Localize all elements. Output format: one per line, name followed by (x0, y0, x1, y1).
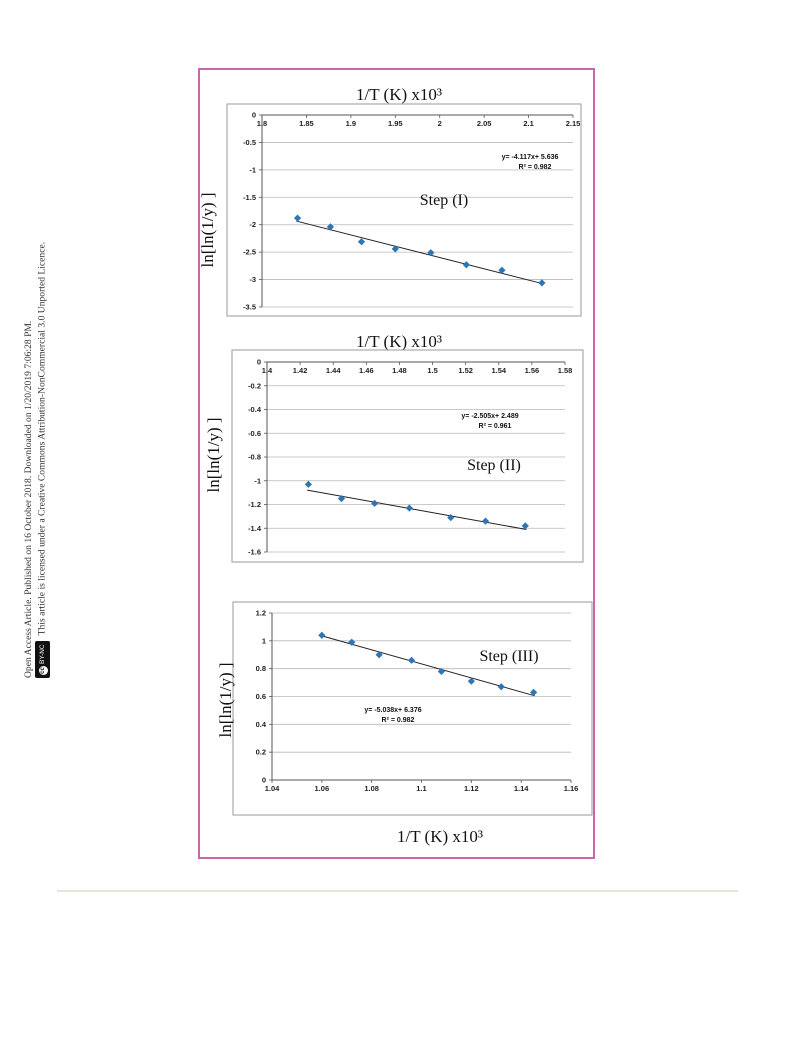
x-tick-label: 1.42 (293, 366, 308, 375)
chart-frame (231, 349, 584, 563)
data-point (447, 513, 455, 522)
x-tick-label: 1.4 (262, 366, 273, 375)
y-tick-label: -1.5 (243, 193, 256, 202)
y-tick-label: 0.2 (256, 748, 266, 757)
x-tick-label: 1.48 (392, 366, 407, 375)
x-tick-label: 1.58 (558, 366, 573, 375)
y-tick-label: 0.4 (256, 720, 267, 729)
chart-frame (226, 103, 582, 317)
x-tick-label: 2.1 (523, 119, 533, 128)
data-point (357, 238, 366, 246)
data-point (318, 631, 326, 639)
x-tick-label: 1.06 (315, 784, 330, 793)
x-tick-label: 1.46 (359, 366, 374, 375)
y-tick-label: 1.2 (256, 609, 266, 618)
x-tick-label: 1.95 (388, 119, 403, 128)
y-tick-label: -0.5 (243, 138, 256, 147)
y-tick-label: -0.8 (248, 453, 261, 462)
data-point (427, 249, 435, 257)
r-squared: R² = 0.982 (382, 717, 415, 724)
data-point (371, 499, 379, 507)
chart3-panel: 1.2 1 0.8 0.6 0.4 0.2 01.04 1.06 1.08 1.1 1.12 1.14… (232, 601, 593, 816)
chart2-panel: 0 -0.2 -0.4 -0.6 -0.8 -1 -1.2 -1.4 -1.6 1.4 1.42 1.… (231, 349, 584, 563)
y-tick-label: -1.6 (248, 548, 261, 557)
x-tick-label: 2 (438, 119, 442, 128)
data-point (375, 651, 383, 659)
trend-line (307, 489, 527, 530)
y-tick-label: -1.4 (248, 524, 262, 533)
x-tick-label: 1.44 (326, 366, 341, 375)
footer-divider (57, 890, 738, 892)
x-tick-label: 2.15 (566, 119, 581, 128)
y-tick-label: -3.5 (243, 303, 256, 312)
x-tick-label: 1.54 (491, 366, 506, 375)
y-tick-label: -2.5 (243, 248, 256, 257)
x-tick-label: 1.9 (346, 119, 356, 128)
chart3-xlabel: 1/T (K) x10³ (397, 827, 483, 846)
data-point (497, 683, 505, 691)
data-point (326, 223, 335, 231)
y-tick-label: 0 (262, 776, 266, 785)
y-tick-label: -0.6 (248, 429, 261, 438)
data-point (521, 522, 529, 530)
y-tick-label: -0.4 (248, 405, 262, 414)
r-squared: R² = 0.961 (479, 423, 512, 430)
trend-equation: y= -2.505x+ 2.489 (461, 413, 518, 420)
x-tick-label: 1.16 (564, 784, 579, 793)
step-label: Step (I) (420, 192, 468, 209)
y-tick-label: -1.2 (248, 500, 261, 509)
x-tick-label: 1.04 (265, 784, 280, 793)
data-point (391, 245, 399, 253)
data-point (348, 638, 356, 646)
x-tick-label: 1.8 (257, 119, 267, 128)
x-tick-label: 1.85 (299, 119, 314, 128)
chart1-ylabel: ln[ln(1/y) ] (198, 192, 217, 267)
x-tick-label: 1.56 (525, 366, 540, 375)
chart1-panel: 0 -0.5 -1 -1.5 -2 -2.5 -3 -3.5 1.8 1.85 1.9 1.95 2 2.… (226, 103, 582, 317)
data-point (405, 504, 413, 512)
chart1-xlabel: 1/T (K) x10³ (356, 85, 442, 104)
y-tick-label: 1 (262, 636, 266, 645)
y-tick-label: 0.8 (256, 664, 266, 673)
x-tick-label: 1.08 (364, 784, 379, 793)
data-point (538, 279, 546, 287)
step-label: Step (III) (479, 648, 538, 665)
chart2-xlabel: 1/T (K) x10³ (356, 332, 442, 351)
data-point (304, 480, 312, 488)
x-tick-label: 1.14 (514, 784, 529, 793)
y-tick-label: -1 (254, 476, 261, 485)
x-tick-label: 1.52 (458, 366, 473, 375)
y-tick-label: -0.2 (248, 381, 261, 390)
data-point (407, 656, 416, 664)
y-tick-label: -1 (249, 165, 256, 174)
trend-equation: y= -4.117x+ 5.636 (502, 154, 559, 161)
data-point (337, 494, 346, 503)
chart3-ylabel: ln[ln(1/y) ] (216, 662, 235, 737)
x-tick-label: 2.05 (477, 119, 492, 128)
y-tick-label: -2 (249, 220, 256, 229)
x-tick-label: 1.5 (427, 366, 437, 375)
chart2-ylabel: ln[ln(1/y) ] (204, 417, 223, 492)
data-point (293, 214, 302, 222)
trend-equation: y= -5.038x+ 6.376 (364, 707, 421, 714)
data-point (498, 266, 506, 274)
step-label: Step (II) (467, 457, 521, 474)
y-tick-label: 0.6 (256, 692, 266, 701)
data-point (437, 667, 446, 676)
data-point (530, 688, 538, 696)
figure-frame (198, 68, 595, 859)
y-tick-label: -3 (249, 275, 256, 284)
data-point (481, 517, 490, 525)
r-squared: R² = 0.982 (519, 164, 552, 171)
data-point (462, 261, 470, 269)
x-tick-label: 1.1 (416, 784, 426, 793)
y-tick-label: 0 (257, 358, 261, 367)
x-tick-label: 1.12 (464, 784, 479, 793)
data-point (467, 677, 475, 685)
y-tick-label: 0 (252, 111, 256, 120)
